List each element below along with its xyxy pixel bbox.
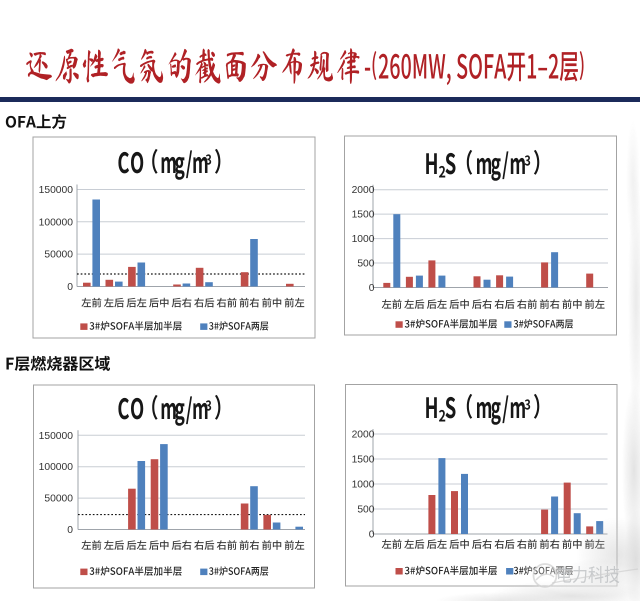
svg-text:1000: 1000	[352, 480, 375, 491]
svg-text:500: 500	[357, 505, 374, 516]
svg-text:2000: 2000	[352, 430, 375, 441]
svg-text:50000: 50000	[44, 250, 73, 261]
svg-text:100000: 100000	[39, 462, 74, 473]
svg-text:2000: 2000	[352, 185, 375, 196]
svg-text:150000: 150000	[39, 431, 74, 442]
svg-text:150000: 150000	[39, 185, 74, 196]
svg-text:1500: 1500	[352, 455, 375, 466]
svg-text:1500: 1500	[352, 210, 375, 221]
svg-text:100000: 100000	[39, 217, 74, 228]
svg-text:0: 0	[369, 283, 375, 294]
svg-text:0: 0	[67, 282, 73, 293]
svg-text:50000: 50000	[44, 494, 73, 505]
svg-text:0: 0	[67, 525, 73, 536]
svg-text:0: 0	[369, 530, 375, 541]
svg-text:1000: 1000	[352, 234, 375, 245]
svg-text:500: 500	[357, 259, 374, 270]
